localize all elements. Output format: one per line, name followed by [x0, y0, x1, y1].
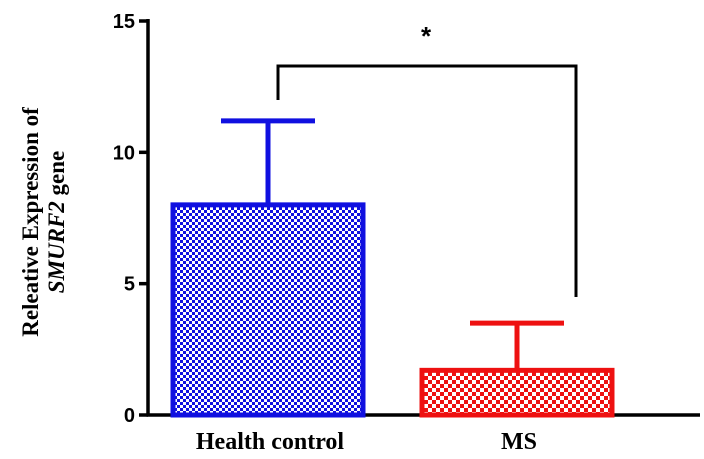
- significance-bracket-line: [276, 64, 578, 297]
- y-tick-label: 15: [113, 11, 135, 33]
- x-tick-label: Health control: [196, 429, 345, 455]
- y-axis-label-line2: SMURF2 gene: [44, 151, 69, 294]
- y-axis-label-line1: Releative Expression of: [18, 107, 43, 337]
- significance-bracket: *: [276, 21, 578, 297]
- y-tick-label: 10: [113, 142, 135, 164]
- y-axis-label-suffix: gene: [44, 151, 69, 201]
- significance-star: *: [421, 21, 432, 51]
- y-tick-label: 5: [124, 274, 135, 296]
- y-axis-label: Releative Expression of SMURF2 gene: [18, 107, 69, 337]
- bars: [170, 202, 615, 418]
- error-bars: [221, 118, 564, 371]
- bar-ms: [419, 367, 615, 418]
- x-tick-label: MS: [501, 429, 537, 455]
- y-axis-label-gene: SMURF2: [44, 201, 69, 293]
- y-tick-label: 0: [124, 405, 135, 427]
- bar-health-control: [170, 202, 366, 418]
- category-labels: Health control MS: [196, 429, 537, 455]
